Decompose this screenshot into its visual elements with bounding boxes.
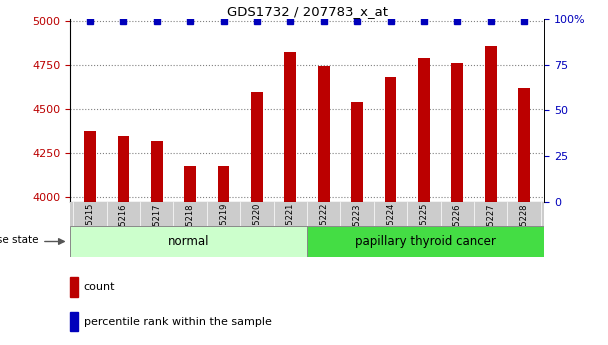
Text: GSM85225: GSM85225 bbox=[420, 203, 429, 248]
Text: GSM85221: GSM85221 bbox=[286, 203, 295, 248]
Text: percentile rank within the sample: percentile rank within the sample bbox=[83, 317, 271, 326]
Bar bbox=[151, 141, 162, 202]
Text: GSM85220: GSM85220 bbox=[252, 203, 261, 248]
Bar bbox=[117, 136, 129, 202]
Text: papillary thyroid cancer: papillary thyroid cancer bbox=[355, 235, 496, 248]
Bar bbox=[84, 131, 96, 202]
Text: disease state: disease state bbox=[0, 235, 38, 245]
Text: GSM85222: GSM85222 bbox=[319, 203, 328, 248]
Bar bbox=[184, 166, 196, 202]
Text: GSM85227: GSM85227 bbox=[486, 203, 496, 248]
Text: count: count bbox=[83, 282, 115, 292]
Bar bbox=[418, 58, 430, 202]
Text: GSM85216: GSM85216 bbox=[119, 203, 128, 248]
Bar bbox=[307, 226, 544, 257]
Text: GSM85226: GSM85226 bbox=[453, 203, 462, 248]
Bar bbox=[70, 226, 307, 257]
Text: GSM85215: GSM85215 bbox=[86, 203, 94, 248]
Bar bbox=[251, 92, 263, 202]
Bar bbox=[452, 63, 463, 202]
Text: normal: normal bbox=[168, 235, 209, 248]
Text: GSM85224: GSM85224 bbox=[386, 203, 395, 248]
Bar bbox=[218, 166, 229, 202]
Bar bbox=[485, 46, 497, 202]
Text: GSM85218: GSM85218 bbox=[185, 203, 195, 248]
Text: GSM85228: GSM85228 bbox=[520, 203, 528, 248]
Text: GSM85223: GSM85223 bbox=[353, 203, 362, 248]
Bar bbox=[518, 88, 530, 202]
Bar bbox=[318, 67, 330, 202]
Bar bbox=[70, 277, 78, 297]
Bar bbox=[70, 312, 78, 331]
Text: GSM85219: GSM85219 bbox=[219, 203, 228, 248]
Bar bbox=[385, 77, 396, 202]
Bar bbox=[351, 102, 363, 202]
Text: GSM85217: GSM85217 bbox=[152, 203, 161, 248]
Title: GDS1732 / 207783_x_at: GDS1732 / 207783_x_at bbox=[227, 5, 387, 18]
Bar bbox=[285, 51, 296, 202]
